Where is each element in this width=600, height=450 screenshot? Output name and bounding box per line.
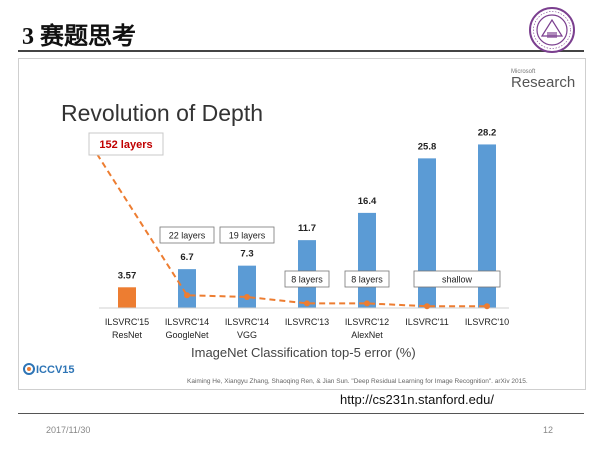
citation: Kaiming He, Xiangyu Zhang, Shaoqing Ren,… <box>187 378 528 385</box>
layer-box-2 <box>219 226 275 244</box>
x-axis-label: ImageNet Classification top-5 error (%) <box>191 345 416 360</box>
iccv-logo: ICCV15 <box>21 357 77 381</box>
category-label-0: ILSVRC'15 <box>105 317 149 327</box>
chart-title: Revolution of Depth <box>61 100 263 126</box>
layer-box-3 <box>284 270 330 288</box>
value-label-4: 16.4 <box>358 196 377 207</box>
category-label-2: ILSVRC'14 <box>225 317 269 327</box>
value-label-5: 25.8 <box>418 141 437 152</box>
footer-date: 2017/11/30 <box>46 425 91 435</box>
bar-4 <box>358 212 376 308</box>
bar-2 <box>238 265 256 308</box>
depth-point-6 <box>484 303 490 310</box>
brand-small: Microsoft <box>511 69 536 75</box>
bar-1 <box>178 269 196 308</box>
category-label-1: ILSVRC'14 <box>165 317 209 327</box>
depth-point-5 <box>424 303 430 310</box>
page-number: 12 <box>543 425 554 435</box>
layer-box-4 <box>344 270 390 288</box>
category-sublabel-4: AlexNet <box>351 330 383 340</box>
depth-chart: Microsoft Research Revolution of Depth 3… <box>21 69 575 385</box>
bar-6 <box>478 144 496 308</box>
slide-title: 3 赛题思考 <box>22 24 136 50</box>
value-label-2: 7.3 <box>240 249 253 260</box>
category-sublabel-1: GoogleNet <box>165 330 209 340</box>
value-label-1: 6.7 <box>180 252 193 263</box>
category-sublabel-2: VGG <box>237 330 257 340</box>
value-label-6: 28.2 <box>478 127 497 138</box>
footer-divider <box>18 413 584 414</box>
depth-point-4 <box>364 300 370 307</box>
bar-5 <box>418 158 436 308</box>
category-label-4: ILSVRC'12 <box>345 317 389 327</box>
layer-box-5 <box>413 270 501 288</box>
layer-label-3: 8 layers <box>291 275 323 285</box>
brand: Research <box>511 74 575 91</box>
callout-box <box>88 132 164 156</box>
layer-label-4: 8 layers <box>351 275 383 285</box>
figure-panel: Microsoft Research Revolution of Depth 3… <box>18 58 586 390</box>
layer-label-5: shallow <box>442 275 473 285</box>
bar-0 <box>118 287 136 308</box>
title-divider <box>18 50 584 52</box>
value-label-0: 3.57 <box>118 270 137 281</box>
category-label-5: ILSVRC'11 <box>405 317 449 327</box>
category-sublabel-0: ResNet <box>112 330 143 340</box>
depth-point-1 <box>184 292 190 299</box>
category-label-3: ILSVRC'13 <box>285 317 329 327</box>
university-seal-icon <box>529 7 575 53</box>
iccv-logo-text: ICCV15 <box>36 364 75 376</box>
layer-label-1: 22 layers <box>169 231 206 241</box>
callout-text: 152 layers <box>99 139 152 151</box>
value-label-3: 11.7 <box>298 223 316 234</box>
layer-label-2: 19 layers <box>229 231 266 241</box>
layer-box-1 <box>159 226 215 244</box>
depth-point-2 <box>244 293 250 300</box>
category-label-6: ILSVRC'10 <box>465 317 509 327</box>
source-url[interactable]: http://cs231n.stanford.edu/ <box>340 392 494 407</box>
depth-point-3 <box>304 300 310 307</box>
